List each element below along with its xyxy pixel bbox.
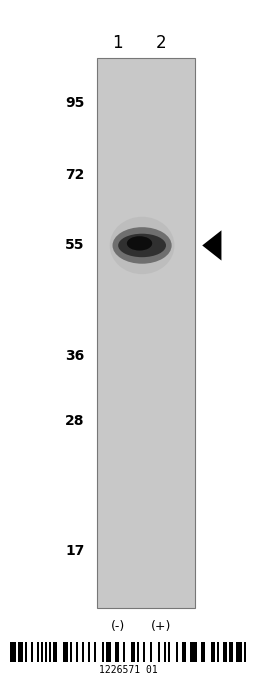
Bar [63, 642, 68, 662]
Bar [41, 642, 43, 662]
Bar [168, 642, 170, 662]
Bar [131, 642, 135, 662]
Text: 28: 28 [65, 414, 84, 428]
Bar [176, 642, 178, 662]
Bar [106, 642, 111, 662]
Bar [97, 58, 195, 608]
Bar [158, 642, 160, 662]
Bar [244, 642, 246, 662]
Bar [164, 642, 166, 662]
Bar [182, 642, 186, 662]
Text: 2: 2 [156, 34, 167, 52]
Bar [201, 642, 205, 662]
Text: 1226571 01: 1226571 01 [99, 665, 157, 675]
Bar [49, 642, 51, 662]
Ellipse shape [127, 236, 152, 251]
Bar [190, 642, 197, 662]
Bar [70, 642, 72, 662]
Text: 72: 72 [65, 168, 84, 183]
Bar [82, 642, 84, 662]
Ellipse shape [113, 227, 172, 264]
Bar [53, 642, 57, 662]
Bar [137, 642, 139, 662]
Text: (-): (-) [111, 620, 125, 633]
Bar [37, 642, 39, 662]
Bar [223, 642, 227, 662]
Bar [45, 642, 47, 662]
Bar [76, 642, 78, 662]
Bar [211, 642, 215, 662]
Text: 36: 36 [65, 348, 84, 363]
Polygon shape [202, 230, 221, 260]
Text: (+): (+) [151, 620, 172, 633]
Bar [18, 642, 23, 662]
Text: 17: 17 [65, 543, 84, 558]
Text: 95: 95 [65, 96, 84, 111]
Bar [217, 642, 219, 662]
Bar [25, 642, 27, 662]
Ellipse shape [110, 216, 175, 274]
Bar [94, 642, 96, 662]
Bar [123, 642, 125, 662]
Bar [102, 642, 104, 662]
Bar [31, 642, 33, 662]
Bar [115, 642, 119, 662]
Ellipse shape [118, 234, 166, 257]
Bar [10, 642, 16, 662]
Text: 55: 55 [65, 238, 84, 252]
Text: 1: 1 [112, 34, 123, 52]
Bar [229, 642, 233, 662]
Bar [236, 642, 242, 662]
Bar [150, 642, 152, 662]
Bar [88, 642, 90, 662]
Bar [143, 642, 145, 662]
